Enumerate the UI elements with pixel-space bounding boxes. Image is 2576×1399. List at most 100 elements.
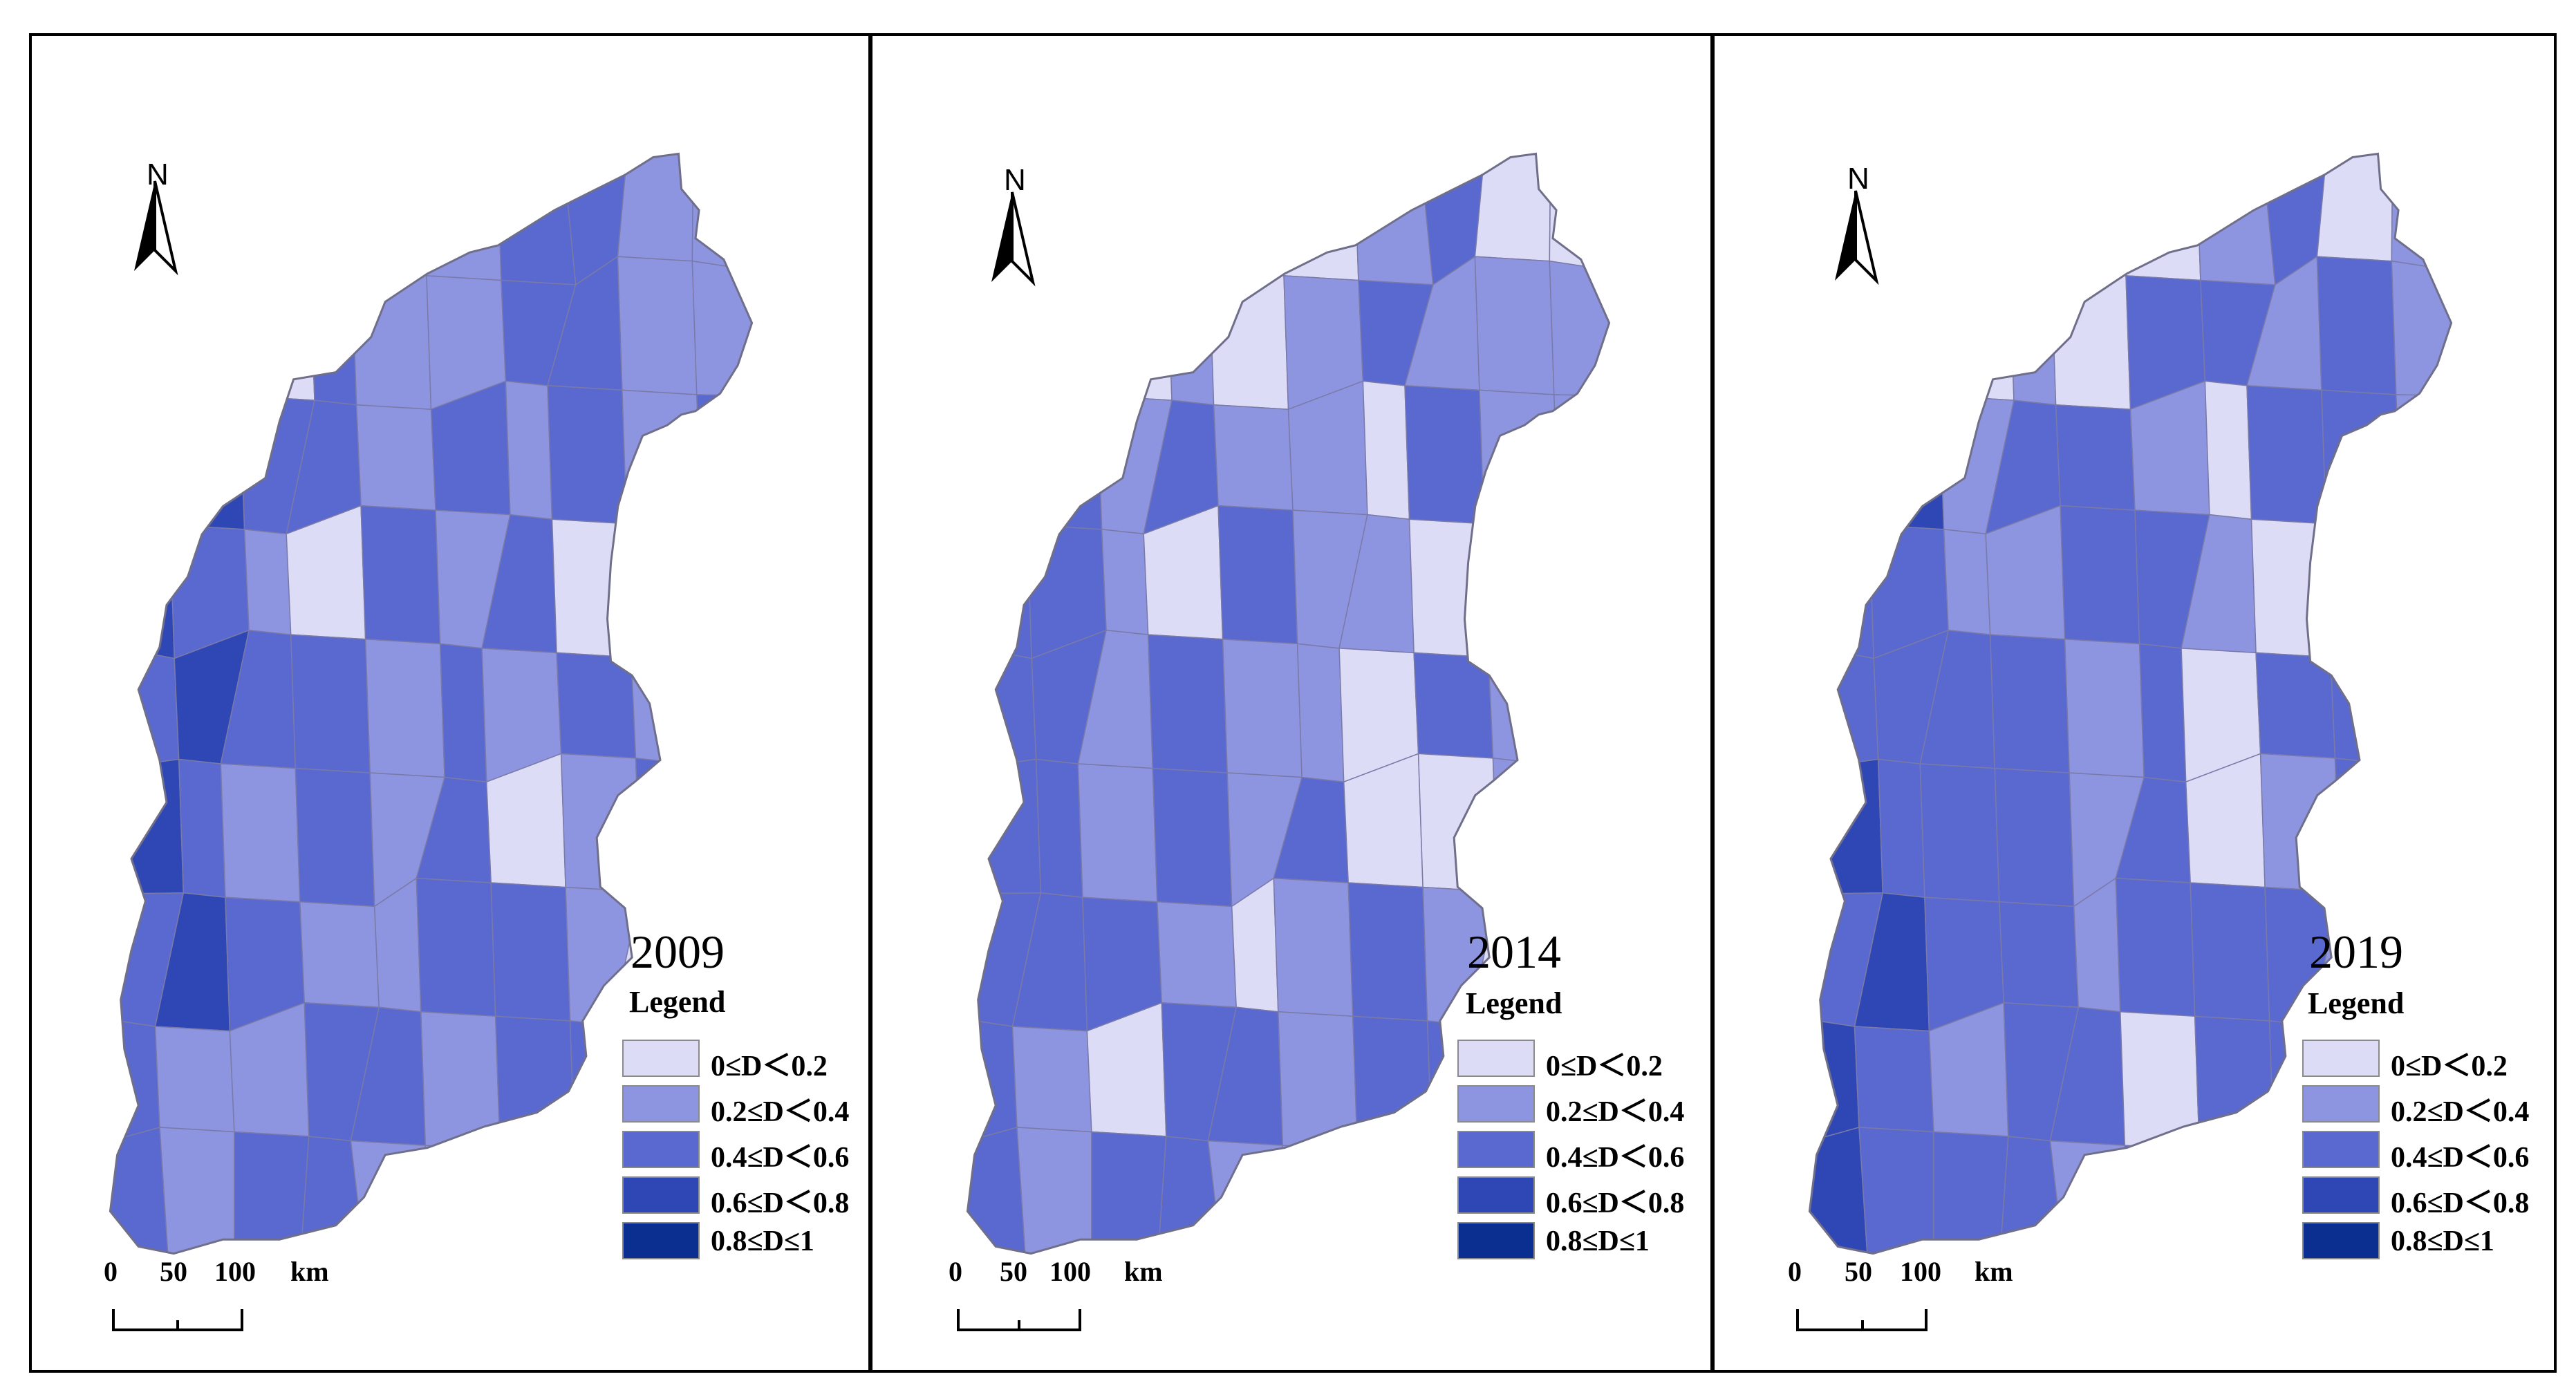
county-region bbox=[1492, 758, 1540, 897]
county-region bbox=[1352, 1015, 1432, 1155]
map-panel-2019: N 2019 Legend 0≤D＜0.2 0.2≤D＜0.4 0.4≤D＜0.… bbox=[1712, 33, 2557, 1373]
county-region bbox=[2124, 1145, 2201, 1254]
county-region bbox=[635, 758, 683, 897]
county-region bbox=[110, 256, 166, 397]
county-region bbox=[1213, 404, 1294, 511]
county-region bbox=[2194, 1015, 2275, 1155]
county-region bbox=[364, 639, 445, 778]
county-region bbox=[2376, 762, 2452, 897]
legend-label: 0≤D＜0.2 bbox=[711, 1051, 828, 1082]
county-region bbox=[309, 266, 357, 406]
county-region bbox=[2255, 652, 2336, 759]
county-region bbox=[1809, 519, 1874, 659]
scale-unit: km bbox=[290, 1256, 329, 1287]
legend-swatch bbox=[1457, 1222, 1535, 1259]
legend-swatch bbox=[622, 1222, 700, 1259]
county-region bbox=[677, 628, 752, 771]
county-region bbox=[1809, 644, 1879, 771]
north-label: N bbox=[1847, 162, 1869, 196]
legend-swatch bbox=[2302, 1040, 2380, 1077]
legend-swatch bbox=[2302, 1176, 2380, 1214]
scale-tick-label: 0 bbox=[949, 1256, 962, 1287]
county-region bbox=[1859, 153, 1936, 263]
county-region bbox=[1404, 385, 1485, 525]
legend-swatch bbox=[622, 1085, 700, 1123]
map-panel-2014: N 2014 Legend 0≤D＜0.2 0.2≤D＜0.4 0.4≤D＜0.… bbox=[870, 33, 1713, 1373]
county-region bbox=[2325, 523, 2406, 659]
year-title: 2009 bbox=[631, 926, 725, 978]
year-title: 2019 bbox=[2309, 926, 2403, 978]
county-region bbox=[234, 261, 315, 401]
county-region bbox=[1091, 153, 1168, 267]
north-arrow-icon bbox=[134, 180, 178, 276]
county-region bbox=[2115, 877, 2196, 1017]
county-region bbox=[1282, 1145, 1359, 1254]
legend-title: Legend bbox=[2308, 986, 2405, 1020]
county-region bbox=[1858, 1127, 1934, 1254]
county-region bbox=[2064, 639, 2145, 778]
county-region bbox=[1347, 882, 1428, 1022]
county-region bbox=[1016, 1127, 1092, 1254]
county-region bbox=[2334, 758, 2382, 897]
county-region bbox=[1077, 763, 1158, 903]
county-region bbox=[234, 153, 311, 267]
county-region bbox=[350, 1140, 432, 1254]
county-region bbox=[2125, 153, 2201, 281]
legend-swatch bbox=[2302, 1222, 2380, 1259]
county-region bbox=[1208, 270, 1289, 410]
county-region bbox=[1408, 518, 1489, 658]
county-region bbox=[2250, 518, 2331, 658]
county-region bbox=[1558, 519, 1609, 646]
county-region bbox=[234, 1131, 310, 1254]
county-map bbox=[957, 152, 1611, 1331]
county-region bbox=[2316, 153, 2393, 262]
scale-bar-icon bbox=[957, 1309, 1081, 1331]
legend-label: 0.2≤D＜0.4 bbox=[711, 1096, 850, 1128]
county-region bbox=[2051, 270, 2131, 410]
county-region bbox=[1877, 758, 1925, 899]
county-region bbox=[551, 518, 632, 658]
county-region bbox=[416, 877, 496, 1017]
county-region bbox=[1413, 652, 1494, 759]
legend-label: 0.6≤D＜0.8 bbox=[711, 1187, 850, 1219]
county-region bbox=[160, 257, 241, 397]
county-region bbox=[700, 519, 752, 646]
county-region bbox=[967, 519, 1032, 659]
county-region bbox=[1919, 763, 2000, 903]
county-region bbox=[110, 519, 175, 659]
county-region bbox=[2316, 256, 2397, 395]
county-region bbox=[2195, 153, 2276, 285]
scale-tick-label: 0 bbox=[1788, 1256, 1802, 1287]
legend-label: 0.8≤D≤1 bbox=[711, 1226, 814, 1257]
county-region bbox=[1353, 153, 1434, 285]
county-region bbox=[2204, 380, 2252, 520]
year-title: 2014 bbox=[1467, 926, 1561, 978]
county-region bbox=[1864, 391, 1945, 530]
scale-bar-icon bbox=[1796, 1309, 1928, 1331]
county-map bbox=[109, 152, 754, 1331]
county-region bbox=[560, 753, 641, 892]
county-region bbox=[2391, 260, 2452, 397]
county-region bbox=[1989, 634, 2070, 773]
county-region bbox=[1999, 901, 2079, 1008]
north-label: N bbox=[147, 158, 169, 191]
county-region bbox=[1011, 1026, 1092, 1133]
county-region bbox=[2400, 519, 2452, 646]
county-region bbox=[220, 763, 301, 903]
county-region bbox=[1278, 1011, 1359, 1151]
county-region bbox=[110, 644, 180, 771]
map-panel-2009: N 2009 Legend 0≤D＜0.2 0.2≤D＜0.4 0.4≤D＜0.… bbox=[29, 33, 871, 1373]
county-region bbox=[1549, 153, 1609, 272]
county-region bbox=[295, 767, 375, 908]
north-arrow-icon bbox=[1835, 190, 1879, 285]
county-region bbox=[496, 1149, 576, 1254]
legend-label: 0.6≤D＜0.8 bbox=[1546, 1187, 1685, 1219]
legend-swatch bbox=[622, 1040, 700, 1077]
county-region bbox=[2049, 1140, 2131, 1254]
legend-label: 0.4≤D＜0.6 bbox=[1546, 1142, 1685, 1174]
county-region bbox=[2391, 153, 2452, 272]
county-region bbox=[505, 380, 553, 520]
scale-bar-icon bbox=[112, 1309, 243, 1331]
county-region bbox=[2246, 385, 2327, 525]
county-region bbox=[355, 404, 436, 511]
